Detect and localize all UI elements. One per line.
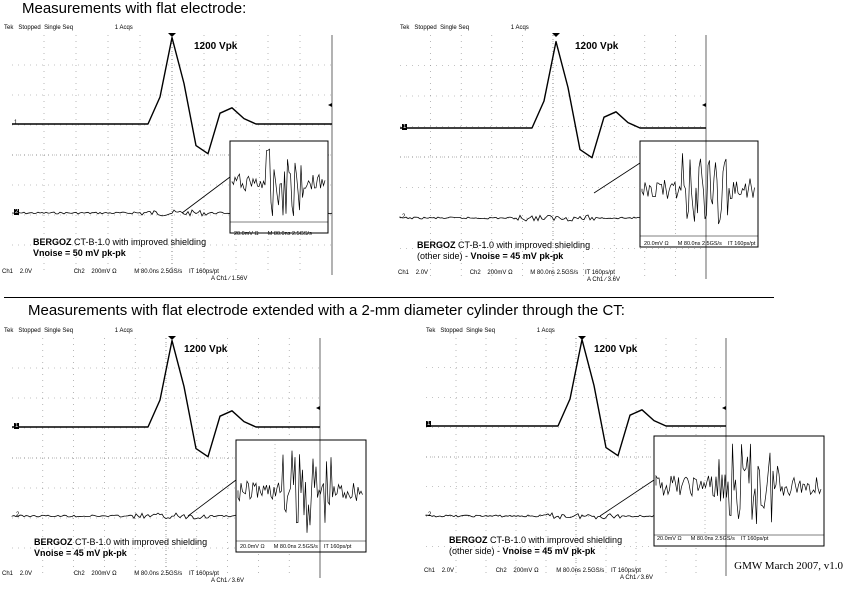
trigger-level-marker — [328, 103, 332, 107]
trigger-level-marker — [316, 406, 320, 410]
zoom-inset — [639, 140, 759, 248]
ch2-marker: 2 — [428, 512, 432, 518]
scope-panel-3: Tek Stopped Single Seq 1 Acqs 1200 Vpk 1… — [2, 328, 367, 592]
scope-status-bar: Ch1 2.0V Ch2 200mV Ω M 80.0ns 2.5GS/s IT… — [2, 269, 248, 282]
scope-screen — [425, 336, 825, 576]
ch1-marker: 1 — [14, 423, 20, 429]
peak-label: 1200 Vpk — [194, 41, 238, 52]
inset-leader-line — [181, 176, 231, 214]
trigger-marker — [552, 33, 560, 37]
scope-caption: BERGOZ CT-B-1.0 with improved shielding … — [417, 240, 591, 261]
scope-header: Tek Stopped Single Seq 1 Acqs — [400, 25, 529, 31]
caption-brand: BERGOZ — [33, 237, 72, 247]
ch2-marker: 2 — [402, 214, 406, 220]
section-divider — [4, 297, 774, 298]
ch1-waveform — [12, 36, 332, 155]
scope-caption: BERGOZ CT-B-1.0 with improved shielding … — [449, 535, 623, 556]
ch1-marker: 1 — [426, 421, 432, 427]
inset-status: 20.0mV Ω M 80.0ns 2.5GS/s IT 160ps/pt — [644, 241, 756, 247]
peak-label: 1200 Vpk — [575, 41, 619, 52]
trigger-level-marker — [722, 406, 726, 410]
scope-header: Tek Stopped Single Seq 1 Acqs — [426, 328, 555, 334]
scope-screen — [11, 33, 333, 275]
ch2-marker: 2 — [16, 512, 20, 518]
section-title-flat-electrode: Measurements with flat electrode: — [22, 0, 247, 17]
trigger-marker — [168, 33, 176, 37]
scope-mode: Single Seq — [44, 25, 74, 31]
scope-status-bar: Ch1 2.0V Ch2 200mV Ω M 80.0ns 2.5GS/s IT… — [398, 270, 621, 283]
caption-text: CT-B-1.0 with improved shielding — [71, 237, 207, 247]
scope-status-bar: Ch1 2.0V Ch2 200mV Ω M 80.0ns 2.5GS/s IT… — [2, 571, 245, 584]
peak-label: 1200 Vpk — [594, 344, 638, 355]
inset-leader-line — [599, 479, 655, 517]
scope-header: Tek Stopped Single Seq 1 Acqs — [4, 25, 133, 31]
inset-noise-trace — [231, 148, 326, 216]
inset-leader-line — [187, 479, 237, 517]
scope-status-bar: Ch1 2.0V Ch2 200mV Ω M 80.0ns 2.5GS/s IT… — [424, 568, 654, 581]
footer-note: GMW March 2007, v1.0 — [734, 560, 843, 572]
scope-state: Stopped — [18, 25, 41, 31]
inset-noise-trace — [237, 450, 363, 533]
scope-panel-4: Tek Stopped Single Seq 1 Acqs 1200 Vpk 1… — [424, 328, 825, 588]
zoom-inset — [653, 435, 825, 547]
inset-noise-trace — [655, 443, 822, 525]
section-title-cylinder: Measurements with flat electrode extende… — [28, 302, 625, 319]
inset-status: 20.0mV Ω M 80.0ns 2.5GS/s — [234, 231, 312, 237]
inset-status: 20.0mV Ω M 80.0ns 2.5GS/s IT 160ps/pt — [240, 544, 352, 550]
scope-screen — [11, 336, 367, 578]
trigger-marker — [578, 336, 586, 340]
zoom-inset — [229, 140, 329, 234]
ch1-marker: 1 — [402, 124, 408, 130]
ch1-marker: 1 — [14, 120, 18, 126]
scope-header: Tek Stopped Single Seq 1 Acqs — [4, 328, 133, 334]
inset-status: 20.0mV Ω M 80.0ns 2.5GS/s IT 160ps/pt — [657, 536, 769, 542]
scope-acqs: 1 Acqs — [114, 25, 133, 31]
inset-leader-line — [593, 162, 641, 194]
scope-panel-2: Tek Stopped Single Seq 1 Acqs 1200 Vpk 1… — [398, 25, 759, 287]
ch1-waveform — [400, 40, 706, 159]
inset-noise-trace — [641, 153, 755, 225]
ch1-waveform — [12, 339, 320, 458]
ch1-waveform — [426, 338, 726, 457]
trigger-level-marker — [702, 103, 706, 107]
trigger-marker — [168, 336, 176, 340]
ch2-marker: 2 — [14, 209, 20, 215]
scope-caption: BERGOZ CT-B-1.0 with improved shielding … — [33, 237, 206, 259]
peak-label: 1200 Vpk — [184, 344, 228, 355]
scope-brand: Tek — [4, 25, 14, 31]
scope-panel-1: Tek Stopped Single Seq 1 Acqs 1200 Vpk 1… — [2, 25, 334, 287]
scope-screen — [399, 33, 759, 279]
caption-noise: Vnoise = 50 mV pk-pk — [33, 248, 126, 258]
scope-caption: BERGOZ CT-B-1.0 with improved shielding … — [34, 537, 208, 558]
